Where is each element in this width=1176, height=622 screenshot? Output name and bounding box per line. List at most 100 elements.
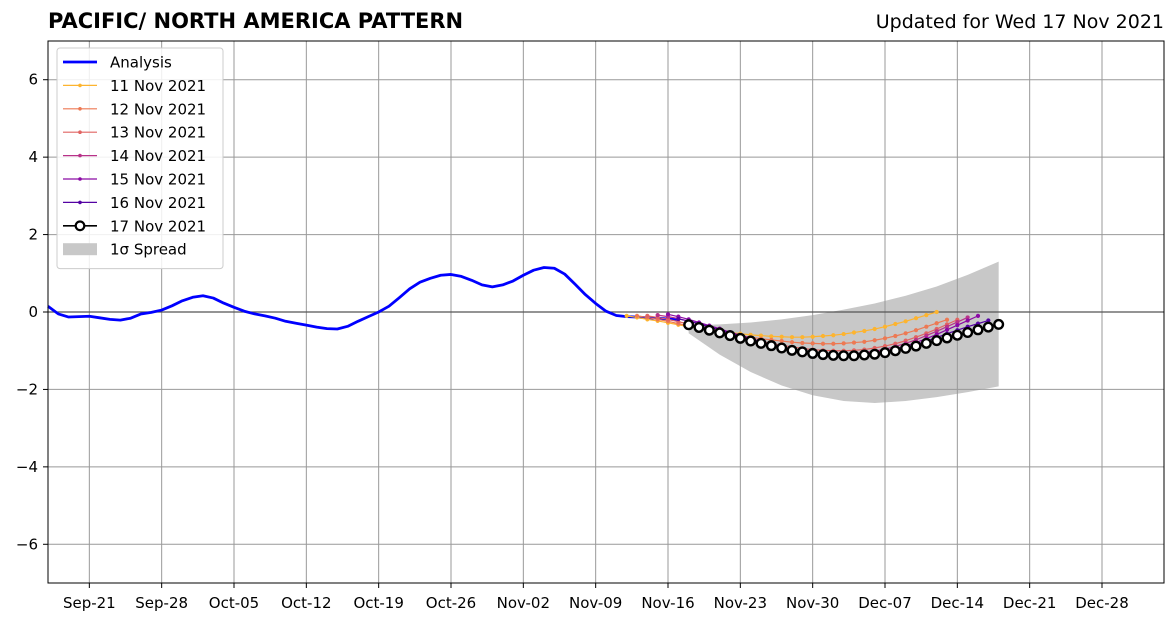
- forecast-point: [655, 312, 660, 318]
- forecast-point: [872, 326, 877, 332]
- forecast-point: [807, 347, 819, 359]
- forecast-point: [869, 348, 881, 360]
- forecast-point: [893, 321, 898, 327]
- legend-label: 13 Nov 2021: [110, 124, 206, 142]
- legend-label: 12 Nov 2021: [110, 100, 206, 118]
- x-tick-label: Nov-16: [641, 594, 694, 612]
- updated-date: Updated for Wed 17 Nov 2021: [875, 11, 1164, 33]
- legend-label: 11 Nov 2021: [110, 77, 206, 95]
- forecast-point: [913, 316, 919, 321]
- forecast-point: [882, 324, 888, 329]
- x-tick-label: Oct-05: [209, 594, 259, 612]
- forecast-point: [975, 313, 981, 318]
- x-tick-label: Sep-21: [63, 594, 116, 612]
- forecast-point: [703, 324, 715, 336]
- forecast-point: [851, 330, 857, 335]
- legend-marker: [78, 83, 82, 88]
- y-tick-label: 4: [28, 148, 38, 166]
- forecast-point: [789, 340, 795, 345]
- legend-item: 15 Nov 2021: [63, 171, 206, 189]
- forecast-point: [827, 349, 839, 361]
- forecast-point: [910, 340, 922, 352]
- forecast-point: [693, 321, 705, 333]
- y-tick-label: −6: [16, 535, 38, 553]
- legend-label: 14 Nov 2021: [110, 147, 206, 165]
- legend-swatch: [63, 243, 97, 256]
- forecast-point: [796, 346, 808, 358]
- forecast-point: [755, 337, 767, 349]
- x-tick-label: Nov-02: [497, 594, 550, 612]
- forecast-point: [900, 342, 912, 354]
- y-tick-label: 6: [28, 71, 38, 89]
- forecast-point: [903, 331, 908, 336]
- forecast-point: [789, 335, 795, 340]
- legend-item: 17 Nov 2021: [63, 217, 206, 235]
- x-tick-label: Nov-30: [786, 594, 839, 612]
- legend-item: 12 Nov 2021: [63, 100, 206, 118]
- x-tick-label: Dec-28: [1075, 594, 1129, 612]
- forecast-point: [624, 313, 629, 318]
- forecast-point: [955, 323, 960, 328]
- forecast-point: [872, 338, 877, 343]
- legend-item: 1σ Spread: [63, 241, 187, 259]
- forecast-point: [941, 332, 953, 344]
- legend-label: 16 Nov 2021: [110, 194, 206, 212]
- forecast-point: [924, 324, 929, 329]
- analysis-line: [47, 266, 679, 331]
- y-tick-label: −4: [16, 458, 38, 476]
- legend-item: Analysis: [63, 54, 172, 72]
- legend-item: 14 Nov 2021: [63, 147, 206, 165]
- x-tick-label: Dec-14: [931, 594, 985, 612]
- forecast-point: [820, 341, 826, 346]
- forecast-point: [841, 341, 846, 346]
- forecast-point: [924, 312, 929, 318]
- forecast-point: [838, 350, 850, 362]
- forecast-point: [769, 334, 774, 339]
- forecast-point: [862, 339, 867, 344]
- legend-item: 11 Nov 2021: [63, 77, 206, 95]
- forecast-point: [745, 335, 757, 347]
- forecast-point: [931, 335, 943, 347]
- legend-label: 15 Nov 2021: [110, 171, 206, 189]
- forecast-point: [634, 313, 640, 318]
- x-tick-label: Dec-21: [1003, 594, 1057, 612]
- legend-box: [56, 47, 224, 270]
- legend-marker: [78, 177, 82, 181]
- forecast-point: [810, 341, 815, 346]
- forecast-point: [934, 309, 939, 315]
- forecast-point: [820, 333, 826, 339]
- forecast-point: [765, 340, 777, 352]
- forecast-point: [962, 327, 974, 339]
- forecast-point: [982, 321, 994, 333]
- x-tick-label: Oct-12: [281, 594, 331, 612]
- forecast-point: [683, 319, 695, 331]
- legend-marker: [78, 200, 82, 205]
- forecast-point: [851, 340, 857, 345]
- x-tick-label: Nov-09: [569, 594, 622, 612]
- forecast-point: [903, 319, 908, 324]
- legend: Analysis 11 Nov 2021 12 Nov 2021 13 Nov 202…: [56, 47, 224, 270]
- forecast-point: [858, 349, 870, 361]
- forecast-point: [944, 317, 950, 322]
- forecast-point: [862, 328, 867, 334]
- legend-label: 1σ Spread: [110, 241, 187, 259]
- legend-marker: [78, 153, 82, 158]
- legend-marker: [74, 220, 86, 232]
- y-tick-label: −2: [16, 380, 38, 398]
- x-tick-label: Oct-19: [353, 594, 403, 612]
- forecast-point: [831, 341, 836, 346]
- y-tick-label: 2: [28, 226, 38, 244]
- forecast-point: [944, 327, 950, 332]
- forecast-point: [779, 334, 784, 339]
- forecast-point: [951, 329, 963, 341]
- series-7: [683, 318, 1005, 362]
- legend-item: 13 Nov 2021: [63, 124, 206, 142]
- forecast-point: [965, 318, 970, 323]
- forecast-point: [810, 334, 815, 339]
- forecast-point: [889, 345, 901, 357]
- forecast-point: [734, 332, 746, 344]
- x-tick-label: Nov-23: [714, 594, 767, 612]
- legend-marker: [78, 107, 82, 111]
- forecast-point: [993, 318, 1005, 330]
